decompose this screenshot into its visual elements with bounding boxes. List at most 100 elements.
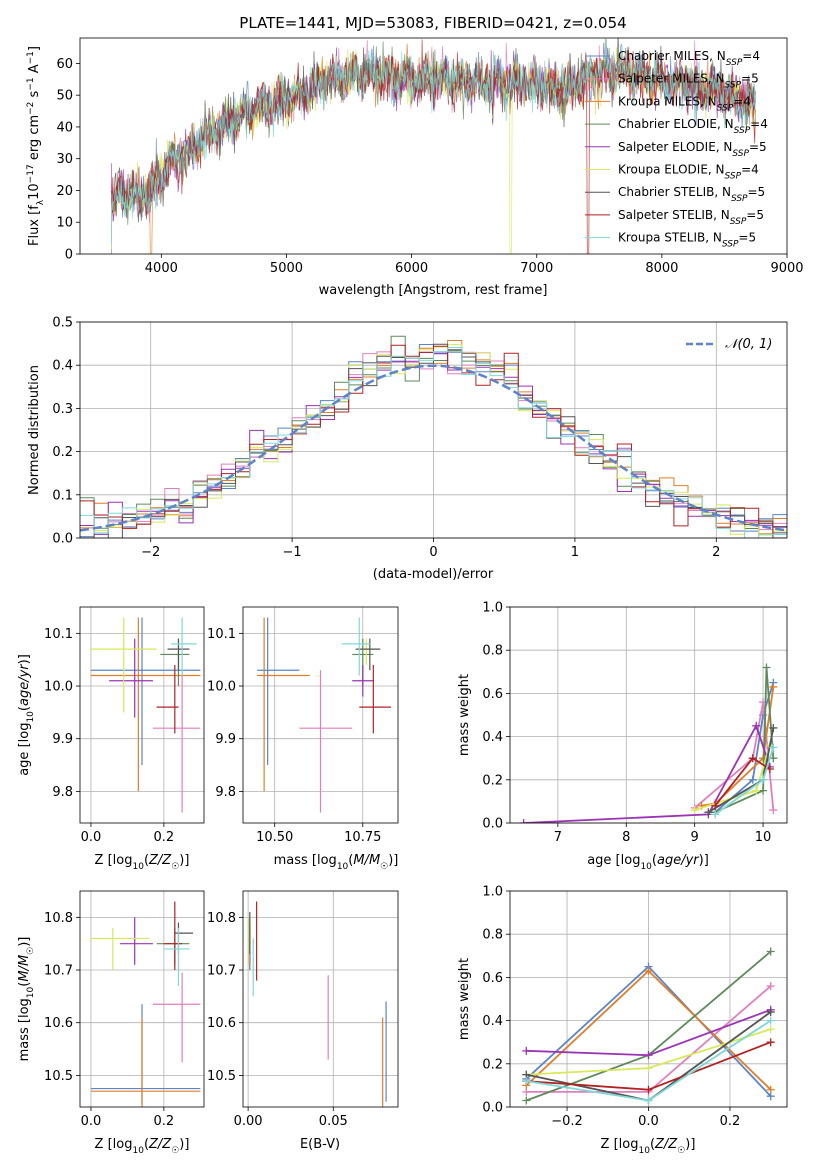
y-tick-label: 20 [56, 184, 73, 199]
data-point [711, 801, 720, 810]
panel-3: 0.0 0.2 9.8 9.9 10.0 10.1 [44, 606, 205, 845]
series-line [714, 757, 771, 807]
panel-4: 10.50 10.75 9.8 9.9 10.0 10.1 [207, 606, 399, 845]
x-tick-label: 2 [712, 545, 720, 560]
y-tick-label: 1.0 [482, 885, 503, 900]
x-tick-label: 10 [755, 830, 772, 845]
legend-entry: Salpeter ELODIE, NSSP=5 [618, 140, 767, 159]
y-axis-label: mass [log10(M/M☉)] [17, 937, 36, 1062]
data-point [522, 1096, 531, 1105]
legend-entry: Salpeter MILES, NSSP=5 [618, 72, 759, 91]
x-tick-label: 10.50 [256, 830, 293, 845]
axes-frame [242, 606, 399, 824]
spectrum-9 [110, 38, 756, 245]
data-point [644, 1064, 653, 1073]
histograms [80, 335, 787, 538]
error-bars [257, 617, 391, 813]
y-tick-label: 10.8 [44, 911, 73, 926]
axes-frame [242, 890, 399, 1108]
x-tick-label: 0.05 [319, 1114, 348, 1129]
y-tick-label: 1.0 [482, 601, 503, 616]
data-point [644, 1096, 653, 1105]
panel-8: −0.2 0.0 0.2 0.0 0.2 0.4 0.6 0.8 1.0 [482, 885, 788, 1129]
data-point [769, 806, 778, 815]
x-tick-label: 4000 [145, 261, 178, 276]
legend-entry: Kroupa ELODIE, NSSP=4 [618, 163, 759, 182]
legend-entry: Chabrier MILES, NSSP=4 [618, 49, 760, 68]
panel-2: −2 −1 0 1 2 0.0 0.1 0.2 0.3 0.4 0.5 𝒩(0, 1) [52, 316, 788, 560]
panel-5: 7 8 9 10 0.0 0.2 0.4 0.6 0.8 1.0 [482, 601, 788, 845]
spectrum-lines [110, 38, 756, 254]
y-tick-label: 0.4 [52, 359, 73, 374]
data-point [644, 1051, 653, 1060]
y-tick-label: 9.8 [215, 785, 236, 800]
data-point [759, 786, 768, 795]
data-point [769, 682, 778, 691]
legend-entry: Salpeter STELIB, NSSP=5 [618, 208, 764, 227]
data-point [644, 966, 653, 975]
y-tick-label: 40 [56, 120, 73, 135]
series-line [523, 723, 771, 823]
y-axis-label: age [log10(age/yr)] [17, 654, 36, 776]
x-tick-label: 7 [554, 830, 562, 845]
y-tick-label: 0.6 [482, 971, 503, 986]
data-point [766, 1016, 775, 1025]
axes-frame [79, 321, 788, 539]
spectrum-8 [110, 39, 756, 254]
x-tick-label: 0.2 [720, 1114, 741, 1129]
x-tick-label: 9000 [770, 261, 803, 276]
data-point [748, 775, 757, 784]
y-tick-label: 10.1 [44, 627, 73, 642]
series-line [701, 686, 775, 807]
x-tick-label: −1 [283, 545, 302, 560]
y-tick-label: 0.2 [482, 1057, 503, 1072]
y-tick-label: 0.1 [52, 488, 73, 503]
x-tick-label: 0.00 [234, 1114, 263, 1129]
y-tick-label: 10.0 [207, 680, 236, 695]
y-tick-label: 0.0 [52, 532, 73, 547]
data-point [766, 1085, 775, 1094]
x-tick-label: 0.2 [154, 1114, 175, 1129]
x-tick-label: 6000 [395, 261, 428, 276]
y-tick-label: 9.9 [215, 732, 236, 747]
y-tick-label: 60 [56, 57, 73, 72]
y-tick-label: 10.7 [207, 964, 236, 979]
data-point [766, 1038, 775, 1047]
x-tick-label: 0 [429, 545, 437, 560]
y-tick-label: 10.5 [44, 1069, 73, 1084]
y-tick-label: 50 [56, 89, 73, 104]
x-tick-label: 7000 [520, 261, 553, 276]
x-tick-label: 5000 [270, 261, 303, 276]
x-axis-label: (data-model)/error [373, 567, 494, 582]
data-point [748, 754, 757, 763]
data-point [762, 663, 771, 672]
series-line [714, 667, 775, 814]
x-axis-label: Z [log10(Z/Z☉)] [95, 853, 190, 872]
y-tick-label: 0.8 [482, 928, 503, 943]
normal-curve [80, 364, 787, 532]
x-axis-label: mass [log10(M/M☉)] [274, 853, 399, 872]
x-tick-label: 0.0 [81, 830, 102, 845]
y-tick-label: 0 [65, 248, 73, 263]
series-lines [519, 663, 778, 823]
series-lines [522, 947, 775, 1105]
x-tick-label: 9 [691, 830, 699, 845]
axes-frame [79, 890, 205, 1108]
y-tick-label: 0.0 [482, 1101, 503, 1116]
y-tick-label: 0.2 [52, 445, 73, 460]
data-point [766, 982, 775, 991]
legend: Chabrier MILES, NSSP=4 Salpeter MILES, NS… [585, 49, 768, 250]
data-point [711, 810, 720, 819]
axes-frame [79, 37, 788, 255]
legend-entry: Chabrier STELIB, NSSP=5 [618, 185, 765, 204]
y-axis-label: mass weight [457, 674, 472, 756]
y-tick-label: 10.7 [44, 964, 73, 979]
y-tick-label: 10.6 [207, 1016, 236, 1031]
axes-frame [79, 606, 205, 824]
y-tick-label: 0.4 [482, 1014, 503, 1029]
error-bars [90, 901, 201, 1107]
data-point [752, 721, 761, 730]
legend-entry: 𝒩(0, 1) [725, 337, 772, 352]
y-tick-label: 10.1 [207, 627, 236, 642]
legend-entry: Chabrier ELODIE, NSSP=4 [618, 117, 768, 136]
